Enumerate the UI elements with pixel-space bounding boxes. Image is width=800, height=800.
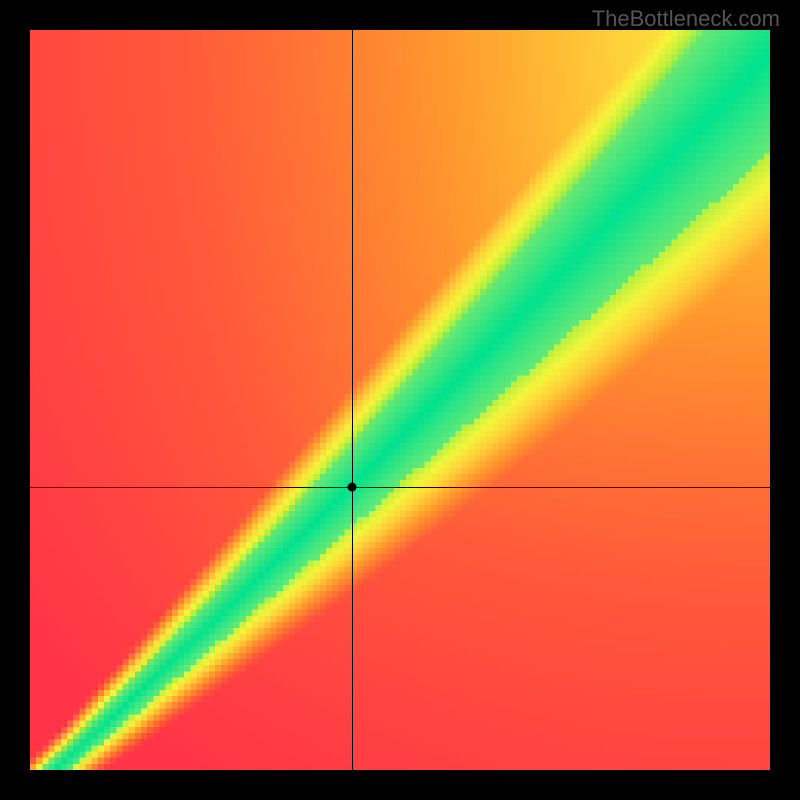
plot-area <box>30 30 770 770</box>
heatmap-canvas <box>30 30 770 770</box>
crosshair-horizontal <box>30 487 770 488</box>
watermark-text: TheBottleneck.com <box>592 6 780 32</box>
crosshair-vertical <box>352 30 353 770</box>
chart-container: TheBottleneck.com <box>0 0 800 800</box>
marker-dot <box>347 483 356 492</box>
